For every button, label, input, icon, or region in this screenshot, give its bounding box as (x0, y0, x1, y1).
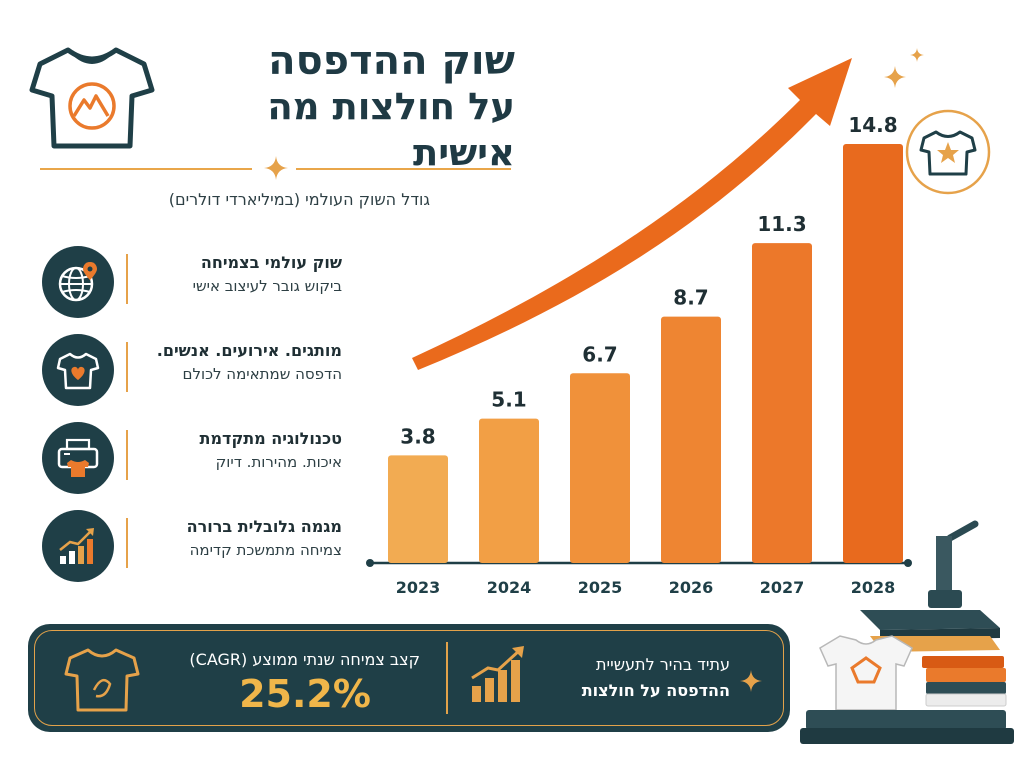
feature-title: טכנולוגיה מתקדמת (199, 429, 342, 448)
trend-arrow (412, 58, 852, 370)
page-title: שוק ההדפסה (268, 38, 515, 84)
axis-end-dot (904, 559, 912, 567)
bar-2026 (661, 316, 721, 563)
panel-border (34, 630, 784, 726)
feature-separator (126, 342, 128, 392)
feature-icon-circle (42, 246, 114, 318)
axis-end-dot (366, 559, 374, 567)
tshirt-icon (64, 648, 140, 712)
feature-item-global-trend: מגמה גלובלית ברורה צמיחה מתמשכת קדימה (42, 510, 342, 582)
future-line-2: ההדפסה על חולצות (581, 681, 730, 700)
cagr-label: קצב צמיחה שנתי ממוצע (CAGR) (189, 650, 420, 669)
feature-separator (126, 430, 128, 480)
x-tick-label: 2024 (487, 578, 532, 597)
x-tick-label: 2026 (669, 578, 714, 597)
sparkle-icon (264, 156, 288, 180)
future-text: עתיד בהיר לתעשיית ההדפסה על חולצות (540, 652, 730, 704)
feature-item-brands: מותגים. אירועים. אנשים. הדפסה שמתאימה לכ… (42, 334, 342, 406)
cagr-value: 25.2% (239, 672, 371, 716)
page-subtitle: על חולצות מה אישית (267, 85, 515, 174)
sparkle-icon (740, 670, 762, 692)
star-shirt-badge-icon (905, 109, 991, 195)
market-growth-chart: 3.8 2023 5.1 2024 6.7 2025 8.7 2026 11.3 2027 14.8… (366, 58, 912, 597)
tshirt-logo-icon (29, 47, 155, 149)
panel-divider (446, 642, 448, 714)
chart-title: גודל השוק העולמי (במיליארדי דולרים) (168, 190, 430, 209)
title-block: שוק ההדפסה על חולצות מה אישית (170, 38, 515, 176)
bar-value-label: 6.7 (582, 342, 617, 366)
bar-value-label: 5.1 (491, 388, 526, 412)
feature-icon-circle (42, 334, 114, 406)
feature-title: מגמה גלובלית ברורה (186, 517, 342, 536)
bar-2025 (570, 373, 630, 563)
bar-value-label: 11.3 (757, 212, 806, 236)
sparkle-icon (910, 48, 924, 62)
feature-title: שוק עולמי בצמיחה (200, 253, 342, 272)
bar-value-label: 8.7 (673, 286, 708, 310)
feature-description: צמיחה מתמשכת קדימה (189, 541, 342, 559)
bottom-summary-panel (28, 624, 790, 732)
bar-value-label: 3.8 (400, 424, 435, 448)
feature-item-global-market: שוק עולמי בצמיחה ביקוש גובר לעיצוב אישי (42, 246, 342, 318)
x-tick-label: 2028 (851, 578, 896, 597)
sparkle-icon (884, 66, 906, 88)
bar-2027 (752, 243, 812, 563)
growth-chart-icon (59, 528, 94, 564)
feature-description: איכות. מהירות. דיוק (215, 453, 342, 471)
feature-description: הדפסה שמתאימה לכולם (182, 365, 343, 383)
bar-2024 (479, 418, 539, 563)
feature-separator (126, 254, 128, 304)
x-tick-label: 2027 (760, 578, 805, 597)
x-tick-label: 2023 (396, 578, 441, 597)
divider-right (296, 168, 511, 170)
future-line-1: עתיד בהיר לתעשיית (596, 655, 730, 674)
feature-description: ביקוש גובר לעיצוב אישי (192, 277, 342, 295)
printer-icon (57, 438, 99, 477)
feature-separator (126, 518, 128, 568)
divider-left (40, 168, 252, 170)
x-tick-label: 2025 (578, 578, 623, 597)
bar-2028 (843, 143, 903, 563)
bar-value-label: 14.8 (848, 113, 897, 137)
feature-item-technology: טכנולוגיה מתקדמת איכות. מהירות. דיוק (42, 422, 342, 494)
heat-press-illustration (800, 520, 1014, 744)
feature-icon-circle (42, 510, 114, 582)
globe-icon (58, 262, 97, 302)
feature-icon-circle (42, 422, 114, 494)
feature-title: מותגים. אירועים. אנשים. (156, 341, 342, 360)
growth-bars-icon (471, 646, 524, 702)
heart-shirt-icon (56, 352, 100, 390)
bar-2023 (388, 455, 448, 563)
